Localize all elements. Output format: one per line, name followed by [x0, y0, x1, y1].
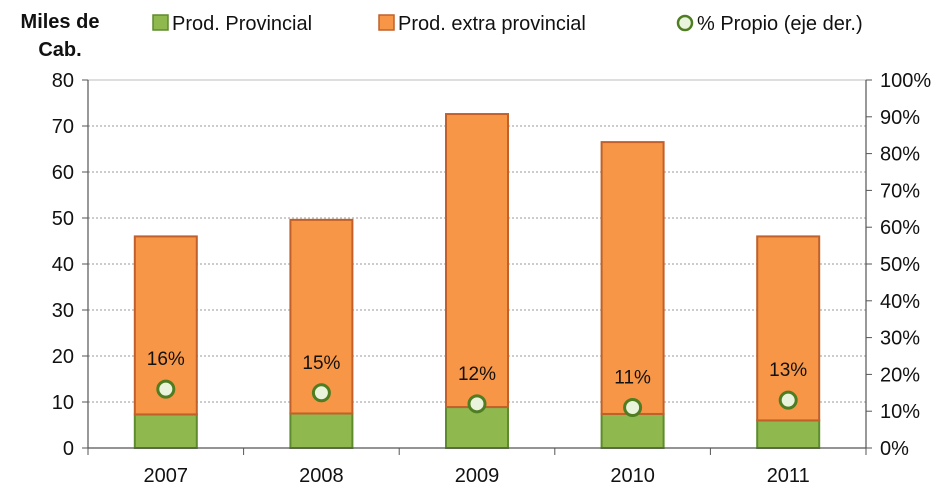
y2-tick-label: 20%: [880, 364, 920, 386]
plot-area: 0 10 20 30 40 50 60 70 80 0% 10% 20% 30% 40% 50% 60% 70%…: [52, 70, 932, 487]
y-tick-label: 30: [52, 300, 74, 322]
y-tick-label: 60: [52, 162, 74, 184]
bar-provincial: [133, 413, 198, 450]
bar-provincial: [445, 406, 509, 449]
bar-provincial: [756, 419, 821, 449]
y-tick-label: 0: [63, 438, 74, 460]
percent-data-label: 11%: [614, 368, 651, 389]
bar-provincial: [289, 412, 354, 449]
y2-tick-label: 50%: [880, 254, 920, 276]
bar-extra-provincial: [289, 218, 354, 415]
y-tick-label: 40: [52, 254, 74, 276]
y2-tick-label: 70%: [880, 180, 920, 202]
percent-data-label: 15%: [302, 353, 340, 374]
y-tick-label: 10: [52, 392, 74, 414]
y-tick-label: 80: [52, 70, 74, 92]
y-tick-label: 20: [52, 346, 74, 368]
y2-tick-label: 30%: [880, 328, 920, 350]
y-axis-title: Miles de Cab.: [21, 11, 100, 61]
y2-tick-label: 0%: [880, 438, 909, 460]
percent-point: [467, 394, 487, 414]
legend-swatch-provincial: [152, 14, 169, 31]
legend-item-provincial: Prod. Provincial: [152, 13, 312, 35]
percent-point: [156, 379, 176, 399]
percent-data-label: 13%: [769, 360, 807, 381]
y-tick-label: 70: [52, 116, 74, 138]
y2-tick-label: 10%: [880, 401, 920, 423]
bar-provincial: [600, 412, 665, 449]
legend-swatch-extra-provincial: [378, 14, 395, 31]
axes: 0 10 20 30 40 50 60 70 80 0% 10% 20% 30% 40% 50% 60% 70%…: [52, 70, 932, 487]
legend-label-provincial: Prod. Provincial: [172, 13, 312, 35]
y2-tick-label: 60%: [880, 217, 920, 239]
legend: Prod. Provincial Prod. extra provincial …: [152, 13, 863, 35]
y-tick-label: 50: [52, 208, 74, 230]
percent-point: [311, 383, 331, 403]
y2-tick-label: 100%: [880, 70, 931, 92]
legend-marker-percent: [676, 14, 694, 32]
x-tick-label: 2010: [610, 465, 655, 487]
y-axis-title-line-1: Miles de: [21, 11, 100, 33]
legend-label-percent: % Propio (eje der.): [697, 13, 863, 35]
percent-point: [778, 390, 798, 410]
percent-point: [623, 398, 643, 418]
percent-data-label: 16%: [147, 349, 185, 370]
legend-item-extra-provincial: Prod. extra provincial: [378, 13, 586, 35]
x-tick-label: 2007: [144, 465, 189, 487]
bar-extra-provincial: [445, 113, 509, 409]
y-axis-title-line-2: Cab.: [38, 39, 81, 61]
x-tick-label: 2011: [767, 465, 810, 487]
legend-label-extra-provincial: Prod. extra provincial: [398, 13, 586, 35]
y2-tick-label: 90%: [880, 107, 920, 129]
percent-data-label: 12%: [458, 364, 496, 385]
x-tick-label: 2008: [299, 465, 344, 487]
y2-tick-label: 40%: [880, 291, 920, 313]
percent-points: 16% 15% 12% 11% 13%: [147, 349, 807, 418]
legend-item-percent: % Propio (eje der.): [676, 13, 863, 35]
x-tick-label: 2009: [455, 465, 500, 487]
y2-tick-label: 80%: [880, 144, 920, 166]
bar-extra-provincial: [756, 235, 821, 422]
